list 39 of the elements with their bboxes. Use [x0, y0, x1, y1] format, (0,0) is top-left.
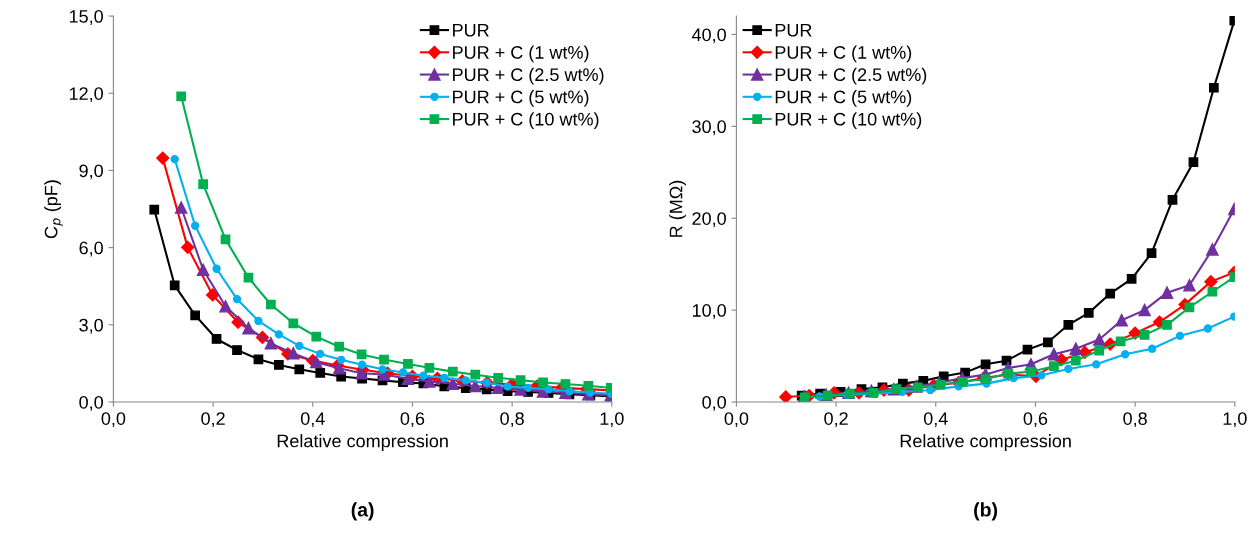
legend-label: PUR + C (10 wt%): [453, 112, 599, 130]
legend-label: PUR + C (5 wt%): [453, 90, 589, 107]
x-tick-label: 0,4: [923, 412, 948, 428]
y-tick-label: 0,0: [702, 395, 726, 411]
y-tick-label: 30,0: [692, 120, 726, 136]
y-tick-label: 12,0: [69, 87, 103, 103]
x-tick-label: 1,0: [600, 412, 624, 428]
y-tick-label: 0,0: [79, 395, 103, 411]
y-axis-title: R (MΩ): [669, 180, 686, 237]
legend-label: PUR + C (1 wt%): [453, 45, 589, 63]
y-tick-label: 15,0: [69, 10, 103, 25]
x-tick-label: 0,6: [1023, 412, 1048, 428]
x-tick-label: 0,8: [1123, 412, 1147, 428]
text: (a): [351, 502, 374, 521]
legend-label: PUR + C (2.5 wt%): [453, 67, 604, 85]
legend-label: PUR + C (5 wt%): [775, 90, 912, 107]
y-tick-label: 9,0: [79, 164, 103, 180]
x-tick-label: 0,0: [101, 412, 126, 428]
x-tick-label: 0,6: [400, 412, 425, 428]
x-tick-label: 1,0: [1223, 412, 1247, 428]
y-tick-label: 3,0: [79, 318, 103, 334]
legend-label: PUR: [775, 23, 812, 37]
x-axis-title: Relative compression: [277, 434, 448, 451]
legend-label: PUR + C (1 wt%): [775, 45, 912, 63]
x-tick-label: 0,0: [724, 412, 749, 428]
x-tick-label: 0,2: [824, 412, 848, 428]
x-tick-label: 0,4: [300, 412, 325, 428]
legend-label: PUR + C (2.5 wt%): [775, 67, 927, 85]
x-tick-label: 0,2: [201, 412, 225, 428]
legend-label: PUR + C (10 wt%): [775, 112, 922, 130]
text: (b): [974, 502, 998, 521]
y-tick-label: 10,0: [692, 304, 726, 319]
y-tick-label: 6,0: [79, 241, 103, 257]
y-tick-label: 40,0: [691, 28, 726, 44]
legend-label: PUR: [453, 23, 489, 37]
x-tick-label: 0,8: [500, 412, 524, 428]
y-tick-label: 20,0: [692, 212, 726, 228]
y-axis-title: C$_{p}$ (pF): [44, 180, 63, 239]
x-axis-title: Relative compression: [900, 434, 1071, 451]
